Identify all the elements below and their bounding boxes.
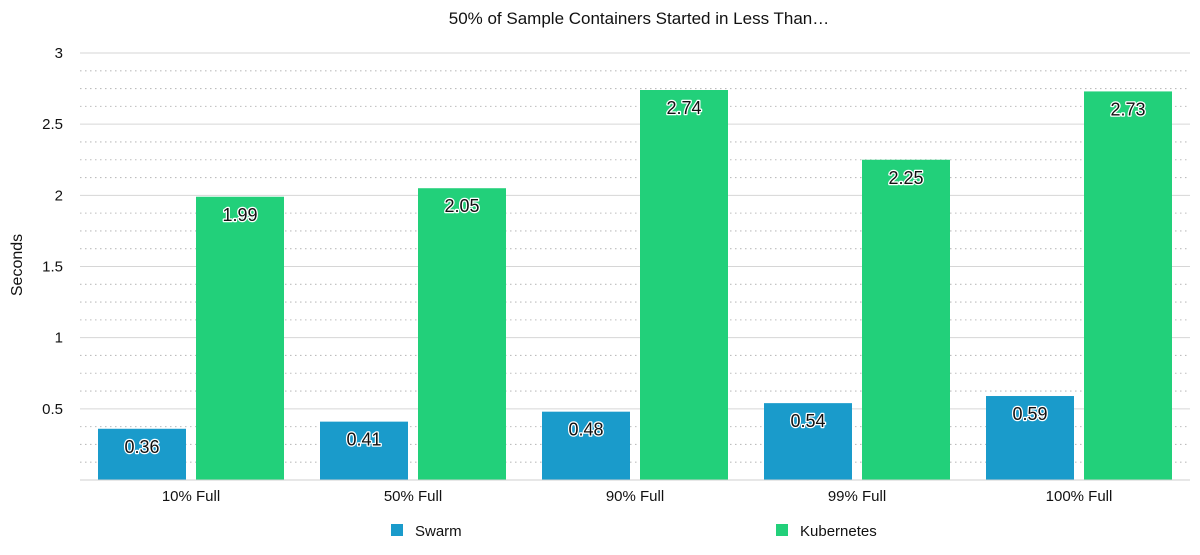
y-tick-label: 1.5 [42, 259, 63, 276]
legend-label-kubernetes: Kubernetes [800, 523, 877, 540]
bar-kubernetes [862, 159, 950, 480]
bar-swarm [764, 403, 852, 480]
chart-title: 50% of Sample Containers Started in Less… [449, 9, 830, 28]
y-tick-label: 1 [55, 330, 63, 347]
x-tick-label: 10% Full [162, 488, 220, 505]
legend: Swarm Kubernetes [391, 523, 877, 540]
legend-swatch-kubernetes [776, 524, 788, 536]
data-label-swarm: 0.36 [124, 437, 159, 457]
bar-swarm [320, 421, 408, 480]
bar-swarm [542, 411, 630, 480]
data-label-swarm: 0.59 [1012, 404, 1047, 424]
data-label-kubernetes: 2.25 [888, 168, 923, 188]
data-label-kubernetes: 2.74 [666, 98, 701, 118]
y-tick-label: 2 [55, 187, 63, 204]
data-label-kubernetes: 2.05 [444, 196, 479, 216]
bar-kubernetes [196, 196, 284, 481]
legend-swatch-swarm [391, 524, 403, 536]
data-label-kubernetes: 2.73 [1110, 99, 1145, 119]
labels-layer: 0.36 1.99 0.41 2.05 0.48 2.74 0.54 2.25 0.59 2.73 [123, 97, 1147, 458]
data-label-kubernetes: 1.99 [222, 205, 257, 225]
x-tick-label: 99% Full [828, 488, 886, 505]
bar-kubernetes [640, 90, 728, 481]
y-axis-label: Seconds [9, 234, 26, 296]
data-label-swarm: 0.54 [790, 411, 825, 431]
bar-swarm [98, 428, 186, 480]
bar-kubernetes [1084, 91, 1172, 481]
x-tick-label: 100% Full [1046, 488, 1113, 505]
y-tick-label: 0.5 [42, 401, 63, 418]
legend-label-swarm: Swarm [415, 523, 462, 540]
data-label-swarm: 0.41 [346, 430, 381, 450]
x-tick-label: 90% Full [606, 488, 664, 505]
bars-layer [98, 90, 1172, 481]
y-tick-label: 3 [55, 45, 63, 62]
y-tick-label: 2.5 [42, 116, 63, 133]
axis-layer: 0.5 1 1.5 2 2.5 3 10% Full 50% Full 90% Full 99% … [42, 45, 1190, 505]
bar-swarm [986, 396, 1074, 480]
data-label-swarm: 0.48 [568, 420, 603, 440]
x-tick-label: 50% Full [384, 488, 442, 505]
bar-kubernetes [418, 188, 506, 480]
